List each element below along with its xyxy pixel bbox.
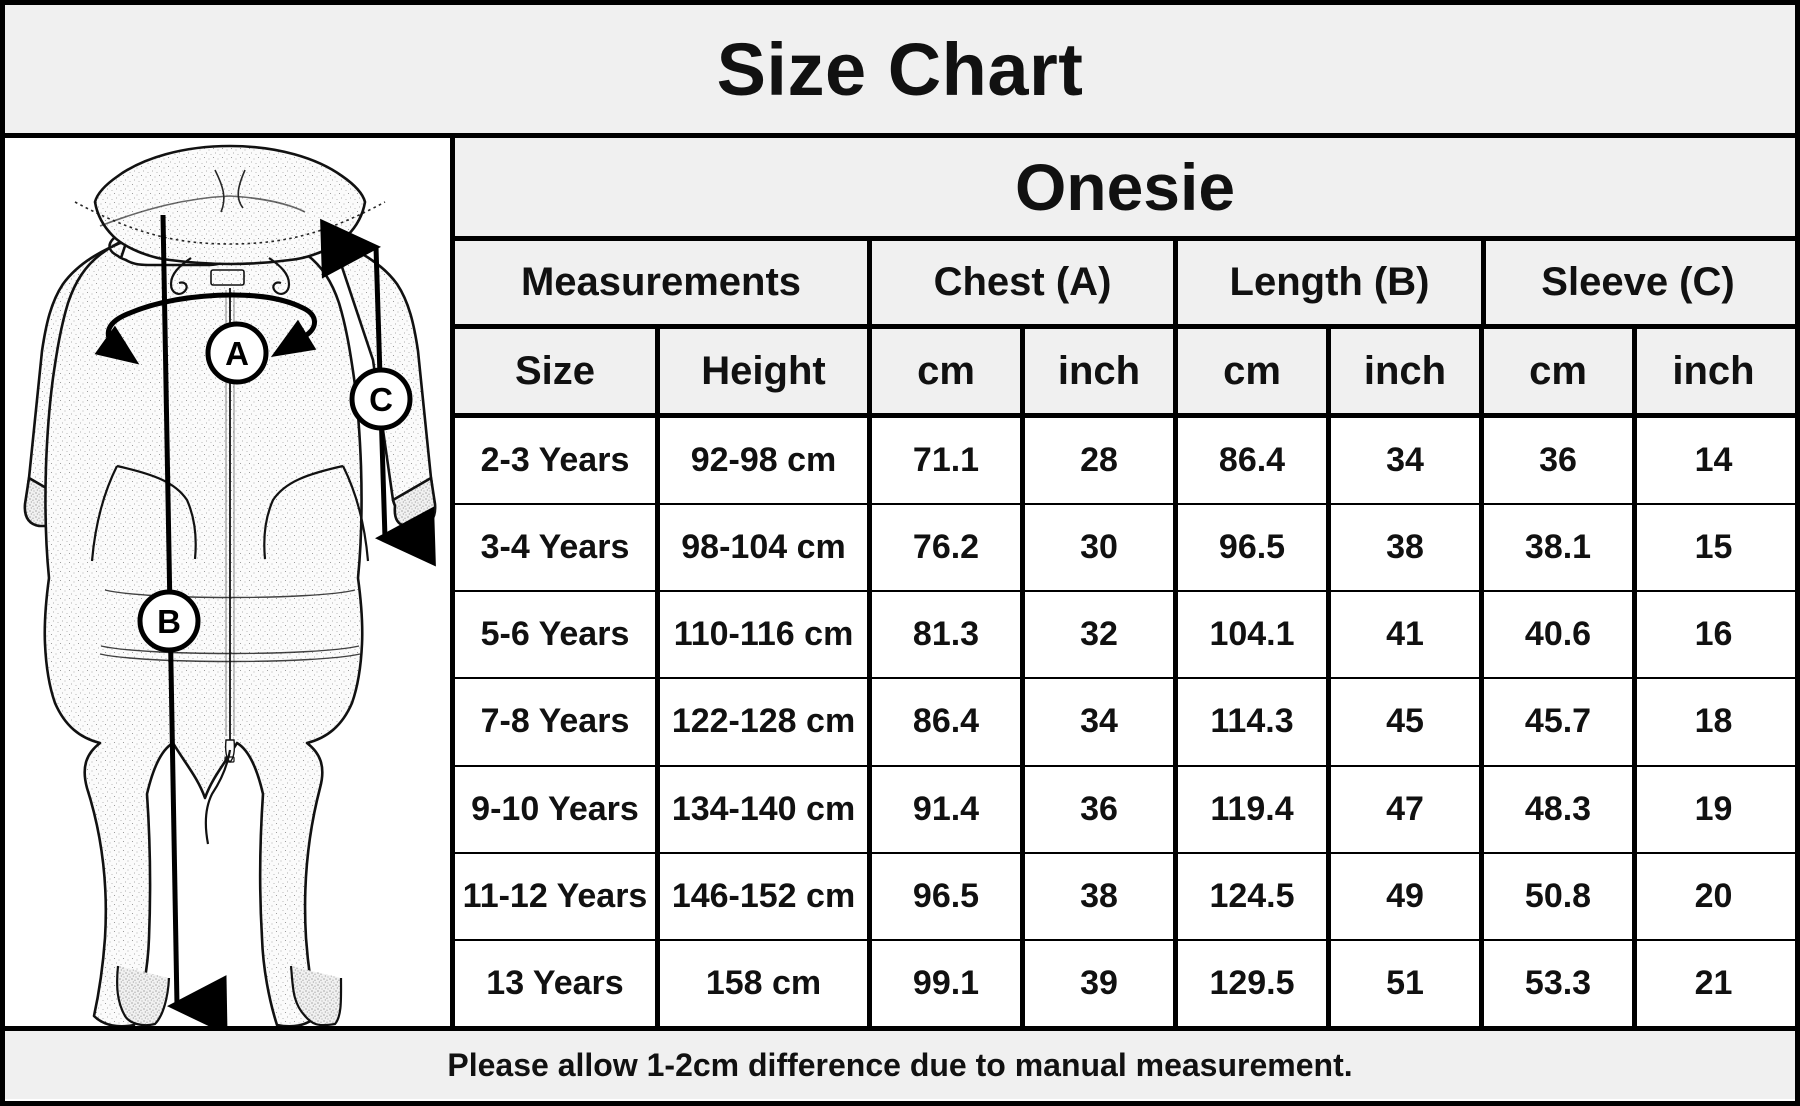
svg-text:A: A	[225, 335, 249, 372]
svg-text:B: B	[157, 603, 181, 640]
svg-text:C: C	[369, 381, 393, 418]
